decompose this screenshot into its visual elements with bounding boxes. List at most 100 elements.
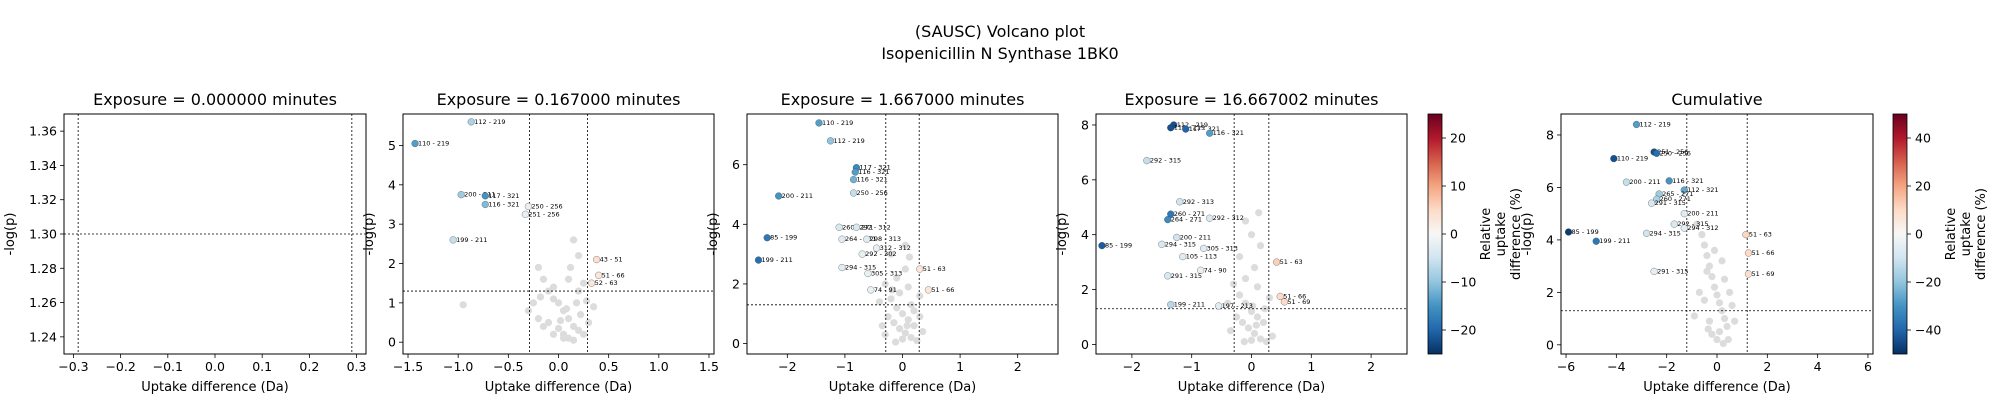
- x-tick-label: 2: [1367, 359, 1375, 374]
- point-label: 250 - 256: [1660, 149, 1691, 157]
- grey-point: [1713, 335, 1721, 344]
- grey-point: [881, 331, 889, 339]
- point-label: 199 - 211: [1599, 237, 1630, 245]
- y-axis-label: -log(p): [1055, 213, 1070, 256]
- grey-point: [549, 330, 558, 338]
- x-tick-label: 0.2: [299, 359, 319, 374]
- grey-point: [875, 298, 884, 306]
- point-label: 51 - 66: [602, 271, 625, 279]
- grey-point: [905, 253, 914, 261]
- significant-point: [411, 139, 419, 148]
- grey-point: [1723, 322, 1731, 331]
- grey-point: [459, 301, 467, 309]
- point-label: 305 - 313: [871, 270, 902, 278]
- x-axis-label: Uptake difference (Da): [829, 380, 977, 395]
- grey-point: [1226, 327, 1235, 335]
- x-tick-label: 1: [1307, 359, 1315, 374]
- colorbar-label: uptake: [1494, 212, 1509, 257]
- significant-point: [849, 176, 858, 184]
- significant-point: [1176, 198, 1184, 206]
- y-axis-label: -log(p): [362, 213, 377, 256]
- grey-point: [539, 275, 548, 283]
- significant-point: [835, 223, 843, 231]
- significant-point: [1206, 129, 1214, 137]
- grey-point: [1256, 242, 1265, 250]
- point-label: 251 - 256: [528, 210, 559, 218]
- y-tick-label: 0: [1546, 337, 1554, 352]
- significant-point: [1167, 210, 1175, 218]
- grey-point: [1259, 318, 1268, 327]
- colorbar-tick-label: 10: [1450, 179, 1466, 194]
- point-label: 117 - 321: [1189, 125, 1220, 133]
- significant-point: [1744, 249, 1753, 257]
- significant-point: [1273, 258, 1281, 266]
- point-label: 112 - 219: [834, 137, 865, 145]
- x-tick-label: 0: [899, 359, 907, 374]
- point-label: 51 - 63: [1280, 258, 1303, 266]
- grey-point: [1232, 313, 1241, 321]
- grey-point: [1720, 314, 1729, 323]
- grey-point: [901, 265, 909, 273]
- grey-point: [888, 286, 896, 294]
- point-label: 116 - 321: [1672, 177, 1703, 185]
- significant-point: [1744, 270, 1753, 278]
- grey-point: [572, 299, 581, 307]
- grey-point: [582, 297, 591, 305]
- grey-point: [584, 318, 593, 327]
- colorbar: [1892, 113, 1908, 355]
- point-label: 265 - 271: [1662, 190, 1693, 198]
- plot-area: [1561, 114, 1873, 354]
- y-tick-label: 3: [388, 217, 396, 232]
- x-tick-label: −6: [1557, 359, 1575, 374]
- point-label: 291 - 315: [1171, 272, 1202, 280]
- grey-point: [893, 304, 901, 312]
- significant-point: [1179, 253, 1187, 261]
- grey-point: [1223, 299, 1232, 307]
- point-label: 199 - 211: [1174, 301, 1205, 309]
- significant-point: [826, 137, 835, 145]
- grey-point: [1698, 231, 1706, 239]
- point-label: 251 - 256: [1657, 148, 1688, 156]
- grey-point: [903, 322, 911, 330]
- significant-point: [1680, 224, 1688, 232]
- point-label: 199 - 211: [456, 236, 487, 244]
- y-tick-label: 2: [732, 276, 740, 291]
- grey-point: [896, 289, 904, 297]
- point-label: 85 - 199: [1105, 242, 1132, 250]
- significant-point: [1610, 155, 1618, 163]
- panel-0: −0.3 −0.2 −0.1 0.0 0.1 0.2 0.3 1.24 1.26 1.28 1.30…: [3, 90, 367, 395]
- point-label: 85 - 199: [1572, 228, 1599, 236]
- grey-point: [893, 274, 901, 282]
- point-label: 74 - 91: [874, 286, 897, 294]
- significant-point: [481, 192, 489, 200]
- point-label: 112 - 219: [1639, 120, 1670, 128]
- point-label: 298 - 313: [870, 235, 901, 243]
- significant-point: [864, 269, 872, 278]
- grey-point: [529, 299, 538, 307]
- point-label: 51 - 66: [931, 286, 954, 294]
- x-tick-label: −1: [836, 359, 854, 374]
- x-tick-label: 0: [1713, 359, 1721, 374]
- x-tick-label: 0.3: [347, 359, 367, 374]
- significant-point: [1215, 302, 1223, 310]
- x-tick-label: −1: [1182, 359, 1200, 374]
- significant-point: [1182, 125, 1190, 133]
- point-label: 110 - 219: [418, 140, 449, 148]
- x-tick-label: 1.5: [699, 359, 719, 374]
- grey-point: [524, 307, 533, 315]
- grey-point: [1256, 335, 1265, 343]
- significant-point: [1173, 233, 1181, 241]
- y-tick-label: 1.34: [29, 158, 57, 173]
- x-tick-label: 1.0: [649, 359, 669, 374]
- significant-point: [849, 189, 858, 197]
- grey-point: [1719, 339, 1727, 348]
- x-tick-label: −1.5: [393, 359, 423, 374]
- colorbar-tick-label: −10: [1450, 275, 1476, 290]
- point-label: 51 - 69: [1751, 270, 1774, 278]
- grey-point: [574, 326, 583, 334]
- point-label: 291 - 315: [1657, 267, 1688, 275]
- significant-point: [593, 256, 601, 264]
- significant-point: [1653, 149, 1661, 157]
- point-label: 200 - 211: [464, 191, 495, 199]
- x-tick-label: −1.0: [443, 359, 473, 374]
